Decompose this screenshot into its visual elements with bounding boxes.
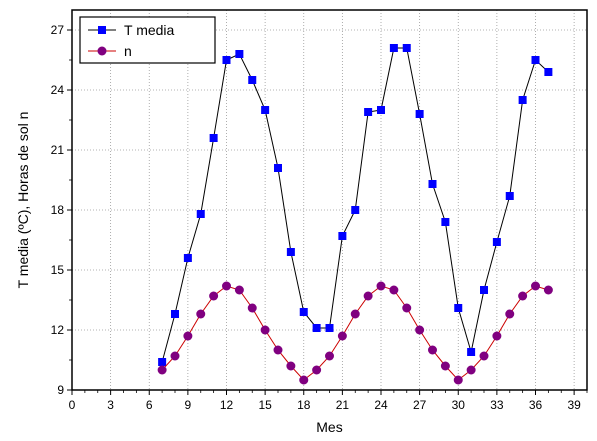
data-point (171, 310, 179, 318)
data-point (363, 291, 373, 301)
x-tick-label: 3 (107, 398, 114, 412)
data-point (492, 331, 502, 341)
data-point (261, 106, 270, 114)
y-tick-label: 12 (51, 323, 65, 337)
data-point (480, 286, 488, 294)
data-point (351, 206, 360, 214)
data-point (505, 192, 514, 200)
y-tick-label: 18 (51, 203, 65, 217)
data-point (428, 180, 437, 188)
data-point (364, 108, 373, 116)
x-tick-label: 33 (490, 398, 504, 412)
series-2 (157, 281, 553, 385)
data-point (389, 285, 399, 295)
data-point (518, 291, 528, 301)
y-tick-label: 27 (51, 23, 65, 37)
data-point (441, 218, 450, 226)
x-tick-label: 18 (297, 398, 311, 412)
data-point (531, 281, 540, 291)
x-tick-label: 0 (69, 398, 76, 412)
series-1 (158, 44, 553, 366)
x-axis-title: Mes (316, 419, 342, 435)
data-point (389, 44, 398, 52)
data-point (454, 304, 463, 312)
legend-label: n (124, 43, 132, 59)
legend-entry: n (88, 43, 132, 59)
data-point (183, 331, 193, 341)
x-tick-label: 27 (413, 398, 427, 412)
y-tick-label: 15 (51, 263, 65, 277)
legend-label: T media (124, 22, 175, 38)
series-line (161, 285, 549, 381)
data-point (338, 232, 347, 240)
y-tick-label: 21 (51, 143, 65, 157)
data-point (440, 361, 450, 371)
x-tick-label: 21 (336, 398, 350, 412)
y-tick-label: 24 (51, 83, 65, 97)
x-tick-label: 9 (185, 398, 192, 412)
data-point (158, 358, 167, 366)
y-tick-label: 9 (57, 383, 64, 397)
x-tick-label: 12 (220, 398, 234, 412)
data-point (183, 254, 192, 262)
x-tick-label: 6 (146, 398, 153, 412)
data-point (402, 44, 411, 52)
data-point (415, 110, 424, 118)
data-point (234, 285, 244, 295)
data-point (274, 164, 282, 172)
data-point (466, 365, 476, 375)
data-point (402, 303, 412, 313)
data-point (299, 375, 309, 385)
y-axis-title: T media (ºC), Horas de sol n (15, 112, 31, 289)
data-point (377, 106, 385, 114)
legend-entry: T media (88, 22, 175, 38)
data-point (492, 238, 501, 246)
data-point (170, 351, 180, 361)
data-point (196, 210, 205, 218)
data-point (286, 361, 296, 371)
data-point (505, 309, 515, 319)
data-point (543, 285, 553, 295)
data-point (312, 324, 321, 332)
data-point (222, 281, 231, 291)
legend: T media n (79, 16, 216, 64)
legend-marker (98, 26, 106, 34)
data-point (235, 50, 244, 58)
data-point (479, 351, 489, 361)
data-point (350, 309, 360, 319)
data-point (248, 76, 257, 84)
x-tick-label: 39 (567, 398, 581, 412)
data-point (273, 345, 283, 355)
data-point (531, 56, 540, 64)
series-layer (157, 44, 553, 385)
data-point (260, 325, 270, 335)
data-point (415, 325, 425, 335)
data-point (428, 345, 437, 355)
data-point (222, 56, 231, 64)
data-point (209, 291, 219, 301)
data-point (337, 331, 347, 341)
data-point (376, 281, 386, 291)
data-point (196, 309, 206, 319)
data-point (325, 324, 334, 332)
data-point (453, 375, 463, 385)
data-point (544, 68, 553, 76)
x-tick-label: 24 (374, 398, 388, 412)
x-tick-label: 36 (529, 398, 543, 412)
data-point (286, 248, 295, 256)
data-point (467, 348, 476, 356)
data-point (247, 303, 257, 313)
data-point (157, 365, 167, 375)
grid (72, 10, 587, 390)
x-tick-label: 30 (452, 398, 466, 412)
data-point (325, 351, 334, 361)
legend-marker (97, 46, 107, 56)
x-tick-label: 15 (258, 398, 272, 412)
data-point (518, 96, 527, 104)
data-point (209, 134, 218, 142)
data-point (299, 308, 308, 316)
data-point (312, 365, 322, 375)
